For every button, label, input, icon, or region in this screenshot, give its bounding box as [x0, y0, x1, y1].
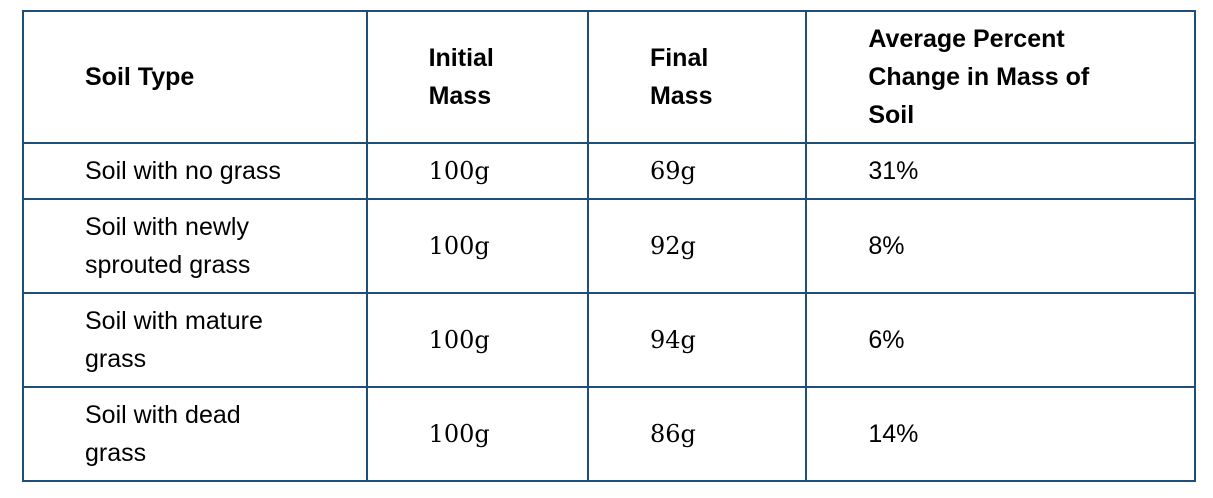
cell-final-mass: 69g [586, 142, 808, 200]
cell-final-mass: 86g [586, 386, 808, 482]
cell-soil-type: Soil with mature grass [22, 292, 368, 388]
header-percent-change: Average Percent Change in Mass of Soil [805, 10, 1196, 144]
header-percent-change-line-1: Average Percent [868, 25, 1065, 53]
data-table-container: Soil Type Initial Mass Final Mass [22, 10, 1196, 482]
header-soil-type: Soil Type [22, 10, 368, 144]
cell-soil-type-line-2: grass [85, 439, 147, 467]
cell-initial-mass: 100g [365, 292, 589, 388]
cell-soil-type: Soil with no grass [22, 142, 368, 200]
header-final-mass-line-2: Mass [649, 82, 713, 110]
cell-final-mass: 94g [586, 292, 808, 388]
header-final-mass-line-1: Final [649, 44, 709, 72]
table-row: Soil with no grass 100g 69g 31% [22, 142, 1196, 200]
cell-final-mass: 92g [586, 198, 808, 294]
header-initial-mass: Initial Mass [365, 10, 589, 144]
cell-initial-mass: 100g [365, 386, 589, 482]
header-initial-mass-line-2: Mass [428, 82, 492, 110]
cell-soil-type-line-1: Soil with dead [85, 401, 241, 429]
header-soil-type-label: Soil Type [85, 63, 195, 91]
header-initial-mass-line-1: Initial [428, 44, 494, 72]
cell-initial-mass: 100g [365, 198, 589, 294]
cell-soil-type-line-1: Soil with no grass [85, 157, 281, 185]
cell-soil-type-line-2: sprouted grass [85, 251, 251, 279]
cell-soil-type-line-1: Soil with mature [85, 307, 263, 335]
cell-soil-type: Soil with newly sprouted grass [22, 198, 368, 294]
cell-initial-mass: 100g [365, 142, 589, 200]
table-row: Soil with mature grass 100g 94g 6% [22, 292, 1196, 388]
header-percent-change-line-3: Soil [868, 101, 915, 129]
cell-percent-change: 6% [805, 292, 1196, 388]
table-row: Soil with newly sprouted grass 100g 92g … [22, 198, 1196, 294]
cell-percent-change: 31% [805, 142, 1196, 200]
table-header-row: Soil Type Initial Mass Final Mass [22, 10, 1196, 144]
cell-percent-change: 8% [805, 198, 1196, 294]
cell-soil-type-line-2: grass [85, 345, 147, 373]
header-final-mass: Final Mass [586, 10, 808, 144]
cell-soil-type: Soil with dead grass [22, 386, 368, 482]
soil-mass-table: Soil Type Initial Mass Final Mass [22, 10, 1196, 482]
cell-percent-change: 14% [805, 386, 1196, 482]
cell-soil-type-line-1: Soil with newly [85, 213, 249, 241]
table-row: Soil with dead grass 100g 86g 14% [22, 386, 1196, 482]
header-percent-change-line-2: Change in Mass of [868, 63, 1090, 91]
